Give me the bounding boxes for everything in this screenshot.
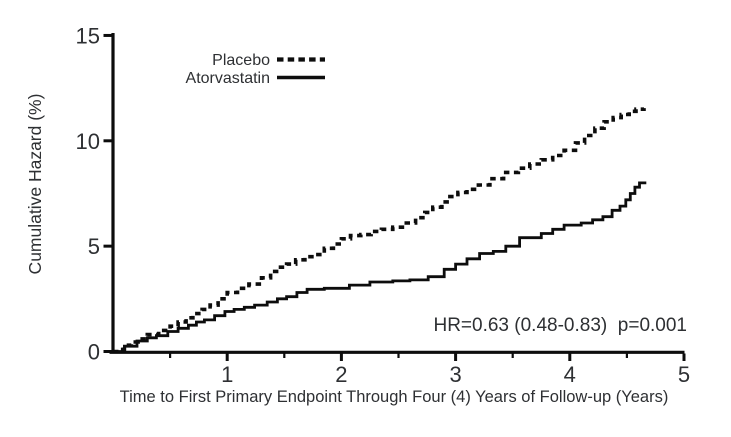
y-tick-label: 0 [88, 340, 100, 365]
axes [109, 33, 685, 354]
tick-labels: 1 2 3 4 5 0 5 10 15 [76, 23, 691, 387]
x-axis-title: Time to First Primary Endpoint Through F… [120, 388, 669, 406]
y-tick-label: 10 [76, 129, 100, 154]
y-axis-title: Cumulative Hazard (%) [25, 94, 45, 275]
x-tick-label: 1 [221, 362, 233, 387]
legend-label-atorvastatin: Atorvastatin [186, 70, 270, 87]
x-tick-label: 3 [449, 362, 461, 387]
hazard-ratio-annotation: HR=0.63 (0.48-0.83) p=0.001 [433, 315, 687, 336]
x-tick-label: 2 [335, 362, 347, 387]
x-tick-label: 5 [678, 362, 690, 387]
placebo-curve [113, 107, 646, 354]
atorvastatin-curve [113, 181, 647, 353]
legend: Placebo Atorvastatin [186, 52, 325, 87]
tick-marks [103, 33, 686, 361]
y-tick-label: 15 [76, 23, 100, 48]
x-tick-label: 4 [564, 362, 576, 387]
data-curves [113, 107, 647, 354]
y-tick-label: 5 [88, 234, 100, 259]
legend-label-placebo: Placebo [212, 52, 270, 69]
